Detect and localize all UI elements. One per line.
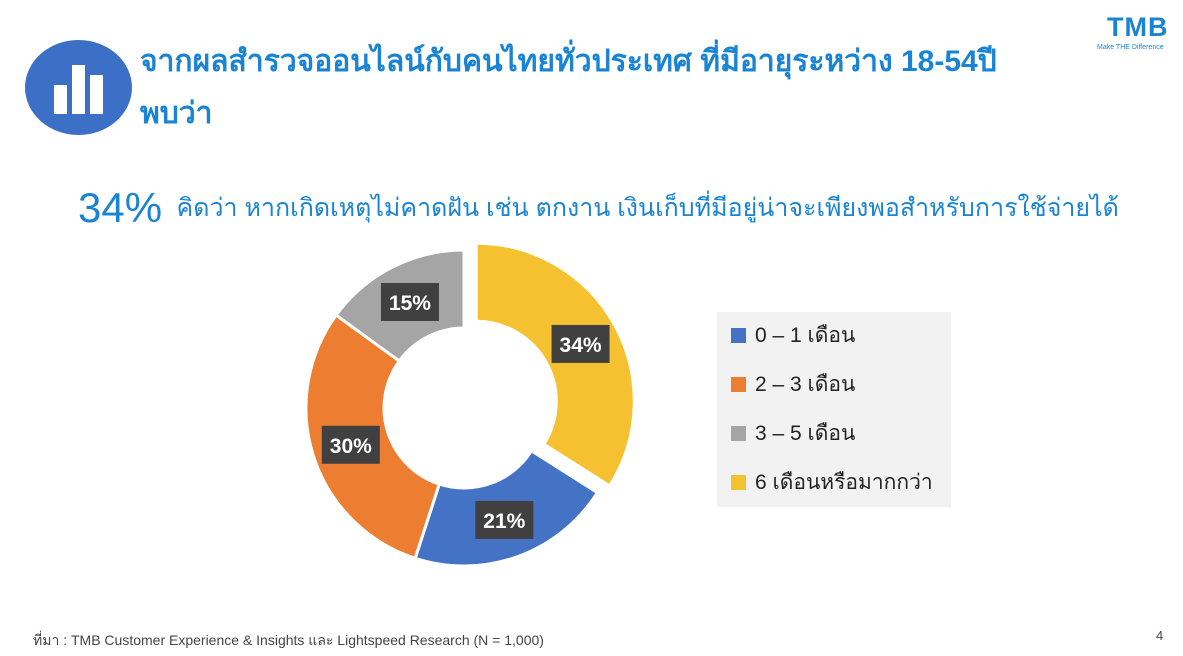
legend: 0 – 1 เดือน 2 – 3 เดือน 3 – 5 เดือน 6 เด…	[717, 312, 951, 507]
data-label-text-3-5-months: 15%	[389, 292, 431, 315]
data-label-box-0-1-month	[475, 500, 534, 539]
legend-swatch-3-5-months	[731, 425, 746, 441]
legend-label-0-1-month: 0 – 1 เดือน	[755, 323, 856, 347]
data-label-text-6-plus-months: 34%	[560, 334, 602, 357]
title-line-2: พบว่า	[140, 97, 213, 130]
bar-chart-icon	[25, 40, 132, 135]
legend-label-2-3-months: 2 – 3 เดือน	[755, 372, 856, 396]
headline-text: คิดว่า หากเกิดเหตุไม่คาดฝัน เช่น ตกงาน เ…	[176, 194, 1119, 222]
legend-label-6-plus-months: 6 เดือนหรือมากกว่า	[755, 470, 933, 494]
logo-name: TMB	[1107, 12, 1169, 42]
tmb-logo: TMB Make THE Difference	[1093, 10, 1173, 60]
data-label-box-2-3-months	[321, 425, 380, 464]
data-label-0-1-month: 21%	[475, 500, 534, 539]
data-label-3-5-months: 15%	[380, 282, 439, 321]
data-label-box-3-5-months	[380, 282, 439, 321]
legend-swatch-2-3-months	[731, 376, 746, 392]
title-line-1: จากผลสำรวจออนไลน์กับคนไทยทั่วประเทศ ที่ม…	[140, 45, 997, 78]
legend-item-2-3-months: 2 – 3 เดือน	[731, 371, 855, 397]
source-note: ที่มา : TMB Customer Experience & Insigh…	[33, 632, 544, 648]
data-label-2-3-months: 30%	[321, 425, 380, 464]
legend-swatch-6-plus-months	[731, 474, 746, 490]
legend-swatch-0-1-month	[731, 327, 746, 343]
logo-tagline: Make THE Difference	[1097, 44, 1164, 51]
headline-percent: 34%	[78, 184, 163, 231]
donut-chart: 34% 21% 30% 15%	[304, 241, 636, 568]
legend-item-0-1-month: 0 – 1 เดือน	[731, 322, 855, 348]
legend-item-6-plus-months: 6 เดือนหรือมากกว่า	[731, 469, 933, 495]
page-number: 4	[1156, 628, 1164, 643]
data-label-text-2-3-months: 30%	[330, 435, 372, 458]
data-label-box-6-plus-months	[551, 324, 610, 363]
data-label-6-plus-months: 34%	[551, 324, 610, 363]
legend-label-3-5-months: 3 – 5 เดือน	[755, 421, 856, 445]
legend-item-3-5-months: 3 – 5 เดือน	[731, 420, 855, 446]
headline: 34% คิดว่า หากเกิดเหตุไม่คาดฝัน เช่น ตกง…	[78, 184, 1119, 232]
data-label-text-0-1-month: 21%	[483, 510, 525, 533]
donut-slice-6-plus-months	[474, 241, 636, 488]
